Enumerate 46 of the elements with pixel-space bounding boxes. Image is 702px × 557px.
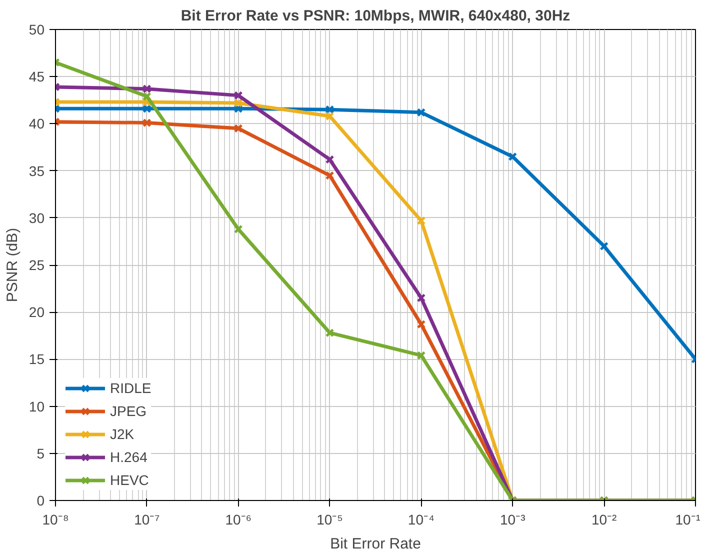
legend-label: H.264 [110,449,148,465]
y-tick-label: 50 [28,22,45,38]
point [416,108,426,117]
point [325,328,334,338]
x-tick-label: 10⁻² [591,512,618,528]
x-axis-title: Bit Error Rate [330,536,421,552]
point [416,294,426,302]
point [325,105,334,114]
point [234,224,243,234]
y-tick-label: 10 [28,398,45,414]
y-tick-label: 45 [28,68,45,85]
point [325,171,334,180]
x-tick-label: 10⁻⁷ [134,512,160,528]
y-tick-label: 15 [28,351,45,368]
point [325,155,334,164]
point [416,320,426,329]
y-tick-label: 40 [28,116,45,132]
legend-label: HEVC [110,472,149,488]
point [508,152,518,162]
chart-title: Bit Error Rate vs PSNR: 10Mbps, MWIR, 640x480, 30Hz [180,8,570,24]
y-tick-label: 5 [36,445,45,462]
x-tick-label: 10⁻³ [500,512,526,528]
point [416,216,426,226]
y-axis-title: PSNR (dB) [4,228,21,302]
point [142,84,152,94]
x-tick-label: 10⁻⁸ [42,512,69,528]
legend-label: J2K [110,426,134,442]
point [416,351,426,360]
y-tick-label: 25 [28,257,45,273]
point [234,91,243,100]
point [600,242,609,251]
point [142,92,152,101]
legend-label: JPEG [110,403,147,419]
x-tick-label: 10⁻¹ [675,512,701,528]
y-tick-label: 35 [28,162,45,179]
point [234,124,243,133]
x-tick-label: 10⁻⁴ [408,512,435,528]
y-tick-label: 30 [28,210,45,226]
y-tick-label: 0 [36,492,45,508]
point [325,112,334,121]
x-tick-label: 10⁻⁶ [225,512,252,528]
legend-label: RIDLE [110,380,152,396]
point [234,98,243,108]
point [142,118,152,128]
y-tick-label: 20 [28,304,45,320]
x-tick-label: 10⁻⁵ [316,512,343,528]
